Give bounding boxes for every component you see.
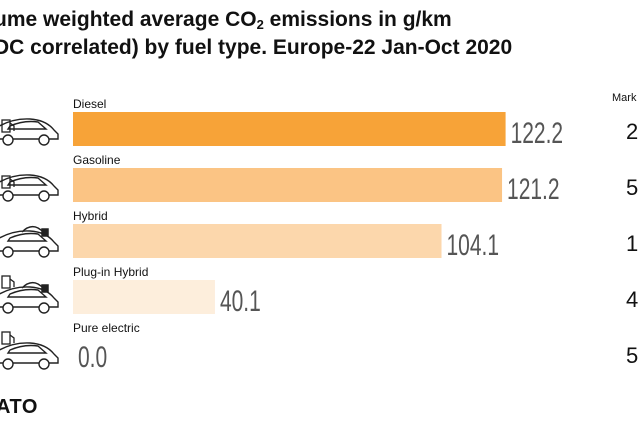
car-icon (0, 230, 59, 258)
brand-logo: ATO (0, 396, 38, 418)
car-icon-wheel (2, 246, 14, 258)
fuel-pump-icon-hose (9, 278, 15, 287)
car-icon (0, 174, 59, 202)
category-label: Gasoline (73, 153, 121, 167)
fuel-pump-icon-body (1, 275, 11, 289)
market-share-value: 1 (626, 231, 638, 256)
car-icon-wheel (38, 302, 50, 314)
bar (73, 224, 442, 258)
plug-icon-head (41, 228, 49, 237)
chart-title-line-2: DC correlated) by fuel type. Europe-22 J… (0, 36, 513, 59)
market-share-header: Mark (612, 92, 637, 104)
category-label: Pure electric (73, 321, 140, 335)
car-icon-wheel (38, 358, 50, 370)
car-icon-window (6, 344, 48, 354)
car-icon-body (0, 230, 59, 252)
car-icon-wheel (2, 190, 14, 202)
car-icon-window (6, 288, 48, 298)
car-icon-window (6, 120, 48, 130)
car-icon (0, 286, 59, 314)
market-share-value: 4 (626, 287, 638, 312)
fuel-pump-icon-hose (9, 334, 15, 343)
plug-icon-cable (21, 225, 45, 233)
fuel-pump-icon-body (1, 175, 11, 189)
chart-title-line-1: ume weighted average CO2 emissions in g/… (0, 8, 452, 32)
fuel-pump-icon (1, 119, 15, 133)
fuel-pump-icon-body (1, 331, 11, 345)
data-label: 122.2 (511, 118, 564, 150)
car-icon-wheel (2, 302, 14, 314)
bar (73, 112, 506, 146)
car-icon-wheel (2, 134, 14, 146)
data-label: 0.0 (78, 342, 107, 374)
market-share-value: 2 (626, 119, 638, 144)
car-icon-wheel (38, 246, 50, 258)
market-share-value: 5 (626, 175, 638, 200)
car-icon-body (0, 342, 59, 364)
car-icon-body (0, 118, 59, 140)
plug-icon-head (41, 284, 49, 293)
plug-icon (21, 225, 49, 237)
fuel-pump-icon (1, 175, 15, 189)
bar (73, 280, 215, 314)
car-icon-window (6, 176, 48, 186)
category-label: Hybrid (73, 209, 108, 223)
fuel-pump-icon-hose (9, 122, 15, 131)
category-label: Diesel (73, 97, 106, 111)
car-icon-wheel (2, 358, 14, 370)
chart-title: ume weighted average CO2 emissions in g/… (0, 6, 640, 62)
data-label: 121.2 (507, 174, 560, 206)
plug-icon-cable (21, 281, 45, 289)
category-label: Plug-in Hybrid (73, 265, 148, 279)
car-icon-body (0, 174, 59, 196)
data-label: 40.1 (220, 286, 261, 318)
fuel-pump-icon (1, 331, 15, 345)
fuel-pump-icon (1, 275, 15, 289)
plug-icon (21, 281, 49, 293)
car-icon-window (6, 232, 48, 242)
car-icon (0, 118, 59, 146)
fuel-pump-icon-body (1, 119, 11, 133)
bar (73, 168, 503, 202)
data-label: 104.1 (447, 230, 500, 262)
car-icon-body (0, 286, 59, 308)
car-icon-wheel (38, 134, 50, 146)
car-icon (0, 342, 59, 370)
car-icon-wheel (38, 190, 50, 202)
market-share-value: 5 (626, 343, 638, 368)
fuel-pump-icon-hose (9, 178, 15, 187)
